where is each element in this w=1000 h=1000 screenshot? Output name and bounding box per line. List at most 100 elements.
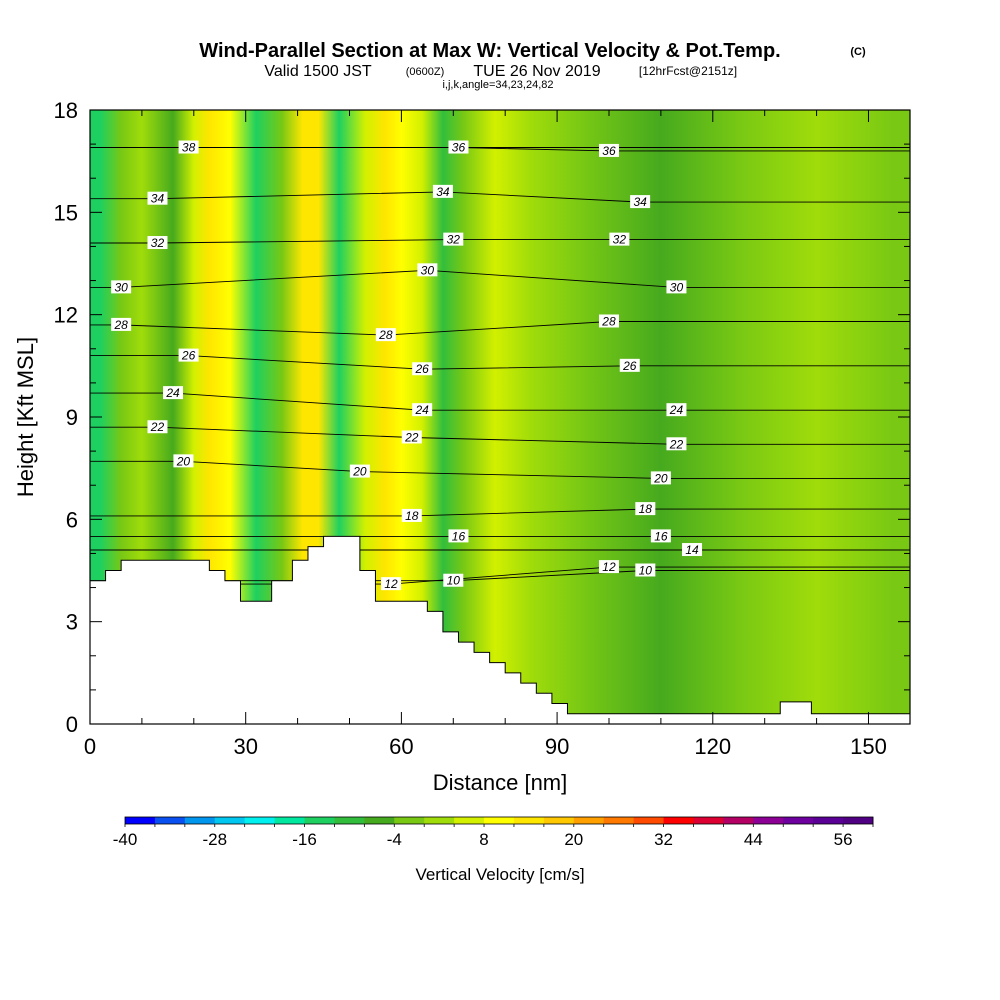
contour-label-box (178, 140, 199, 154)
contour-label-text: 24 (414, 403, 429, 417)
contour-label: 24 (163, 386, 184, 400)
contour-label: 18 (635, 502, 656, 516)
contour-label-box (401, 430, 422, 444)
chart-params: i,j,k,angle=34,23,24,82 (442, 79, 553, 91)
contour-label-box (635, 502, 656, 516)
contour-label: 34 (147, 191, 168, 206)
y-axis-label: Height [Kft MSL] (13, 337, 38, 497)
colorbar-swatch (304, 817, 335, 824)
y-tick-label: 0 (66, 712, 78, 737)
colorbar-label: -16 (292, 830, 317, 849)
contour-label-text: 36 (452, 141, 466, 155)
contour-label: 32 (147, 236, 168, 250)
contour-label-text: 30 (670, 280, 684, 294)
colorbar: -40 -28 -16 -4 8 20 32 44 56 (113, 816, 874, 849)
contour-label-box (666, 280, 687, 294)
subtitle-date: TUE 26 Nov 2019 (473, 63, 600, 80)
contour-label-box (401, 508, 422, 522)
x-tick-label: 90 (545, 734, 569, 759)
chart-title-note: (C) (850, 46, 866, 58)
contour-label: 16 (650, 529, 671, 543)
colorbar-swatch (454, 817, 485, 824)
x-tick-label: 0 (84, 734, 96, 759)
contour-label-text: 22 (669, 437, 684, 451)
y-tick-label: 6 (66, 507, 78, 532)
contour-label: 12 (598, 560, 619, 574)
colorbar-swatch (693, 817, 724, 824)
contour-label-box (147, 191, 168, 205)
subtitle-forecast: [12hrFcst@2151z] (639, 64, 737, 78)
subtitle-utc: (0600Z) (406, 66, 445, 78)
contour-label-text: 16 (452, 529, 466, 543)
contour-label: 24 (666, 403, 687, 417)
x-axis-label: Distance [nm] (433, 770, 568, 795)
contour-label-box (163, 386, 184, 400)
contour-label: 12 (381, 577, 402, 591)
contour-label-box (598, 314, 619, 328)
colorbar-swatch (573, 817, 605, 824)
contour-label: 34 (630, 195, 651, 209)
contour-label-text: 20 (653, 471, 668, 485)
theta-contour-18 (90, 508, 910, 517)
colorbar-swatch (424, 817, 455, 824)
y-tick-label: 18 (54, 98, 78, 123)
colorbar-title: Vertical Velocity [cm/s] (415, 865, 584, 884)
contour-label: 20 (650, 471, 671, 485)
colorbar-swatch (184, 817, 216, 824)
contour-label-box (619, 358, 640, 372)
contour-label: 10 (635, 563, 656, 578)
colorbar-swatch (214, 817, 246, 824)
contour-label: 20 (349, 464, 370, 479)
x-axis: 0 30 60 90 120 150 (84, 110, 887, 759)
contour-label-box (443, 232, 464, 246)
contour-label-box (432, 184, 453, 198)
contour-label-box (666, 437, 687, 451)
contour-label-text: 32 (613, 233, 627, 247)
colorbar-swatch (394, 817, 425, 824)
colorbar-swatch (244, 817, 276, 824)
colorbar-swatch (154, 817, 186, 824)
contour-label-text: 12 (602, 560, 616, 574)
contour-label: 22 (147, 420, 168, 434)
contour-label: 16 (448, 529, 469, 543)
contour-label-box (147, 236, 168, 250)
contour-label-text: 20 (352, 465, 367, 479)
contour-label-box (598, 560, 619, 574)
contour-label-box (173, 454, 194, 468)
contour-label-text: 38 (182, 141, 196, 155)
contour-label: 36 (598, 143, 619, 158)
contour-label-text: 10 (639, 564, 653, 578)
colorbar-label: 32 (654, 830, 673, 849)
contour-label: 26 (178, 348, 199, 363)
contour-label-box (412, 362, 433, 376)
colorbar-swatch (633, 817, 665, 824)
colorbar-label: 56 (834, 830, 853, 849)
colorbar-label: 20 (564, 830, 583, 849)
contour-label: 28 (598, 314, 619, 328)
contour-label-text: 16 (654, 529, 668, 543)
contour-label-box (666, 403, 687, 417)
contour-label-text: 36 (602, 144, 616, 158)
colorbar-label: 44 (744, 830, 763, 849)
contour-label-box (178, 348, 199, 362)
colorbar-swatch (274, 817, 306, 824)
contour-label-text: 26 (622, 359, 637, 373)
contour-label-text: 12 (384, 577, 398, 591)
contour-label-text: 28 (378, 328, 393, 342)
contour-label: 32 (443, 232, 464, 247)
contour-label: 30 (666, 280, 687, 294)
contour-label-text: 28 (601, 314, 616, 328)
contour-label: 10 (443, 573, 464, 588)
contour-label-text: 34 (151, 192, 165, 206)
contour-label-text: 30 (114, 280, 128, 294)
contour-label-text: 32 (447, 233, 461, 247)
contour-label: 32 (609, 232, 630, 247)
contour-label: 20 (173, 454, 194, 468)
contour-labels: 38 36 36 34 34 34 32 32 32 30 30 30 28 28 28 26 26 26 24 24… (111, 140, 703, 591)
colorbar-label: -4 (387, 830, 402, 849)
plot-area: 38 36 36 34 34 34 32 32 32 30 30 30 28 28 28 26 26 26 24 24… (90, 110, 910, 724)
colorbar-label: -40 (113, 830, 138, 849)
contour-label-box (147, 420, 168, 434)
contour-label: 22 (401, 430, 422, 444)
